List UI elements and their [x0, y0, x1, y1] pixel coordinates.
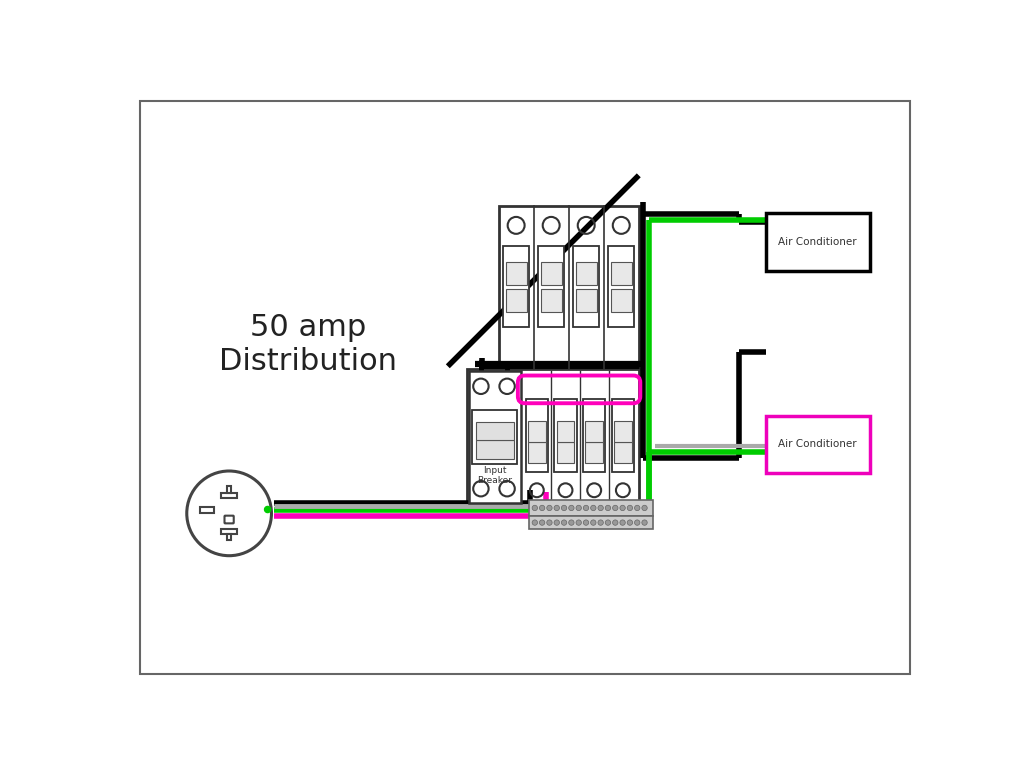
- FancyBboxPatch shape: [499, 206, 639, 369]
- Circle shape: [547, 505, 552, 511]
- FancyBboxPatch shape: [610, 262, 632, 285]
- FancyBboxPatch shape: [472, 410, 517, 464]
- FancyBboxPatch shape: [226, 486, 231, 492]
- Circle shape: [547, 520, 552, 525]
- FancyBboxPatch shape: [554, 399, 577, 472]
- FancyBboxPatch shape: [529, 515, 652, 528]
- FancyBboxPatch shape: [529, 500, 652, 515]
- Circle shape: [591, 505, 596, 511]
- FancyBboxPatch shape: [503, 247, 529, 327]
- Circle shape: [642, 520, 647, 525]
- FancyBboxPatch shape: [557, 442, 574, 462]
- Circle shape: [628, 505, 633, 511]
- FancyBboxPatch shape: [583, 399, 605, 472]
- FancyBboxPatch shape: [528, 421, 546, 442]
- FancyBboxPatch shape: [140, 101, 909, 674]
- Circle shape: [605, 505, 610, 511]
- FancyBboxPatch shape: [575, 262, 597, 285]
- Circle shape: [264, 506, 270, 512]
- FancyBboxPatch shape: [766, 415, 869, 473]
- Circle shape: [584, 520, 589, 525]
- Circle shape: [561, 520, 566, 525]
- FancyBboxPatch shape: [541, 262, 562, 285]
- Circle shape: [577, 520, 582, 525]
- FancyBboxPatch shape: [525, 399, 548, 472]
- FancyBboxPatch shape: [221, 492, 237, 498]
- FancyBboxPatch shape: [475, 422, 514, 440]
- Circle shape: [598, 505, 603, 511]
- FancyBboxPatch shape: [608, 247, 634, 327]
- Circle shape: [568, 520, 574, 525]
- FancyBboxPatch shape: [573, 247, 599, 327]
- Circle shape: [554, 505, 559, 511]
- FancyBboxPatch shape: [586, 442, 603, 462]
- FancyBboxPatch shape: [475, 440, 514, 458]
- Circle shape: [612, 520, 617, 525]
- FancyBboxPatch shape: [557, 421, 574, 442]
- FancyBboxPatch shape: [575, 290, 597, 313]
- FancyBboxPatch shape: [200, 507, 214, 512]
- Circle shape: [612, 505, 617, 511]
- FancyBboxPatch shape: [611, 399, 634, 472]
- Text: Input
Breaker: Input Breaker: [477, 466, 512, 485]
- Circle shape: [568, 505, 574, 511]
- Circle shape: [577, 505, 582, 511]
- Circle shape: [584, 505, 589, 511]
- Text: Air Conditioner: Air Conditioner: [778, 237, 857, 247]
- Circle shape: [605, 520, 610, 525]
- FancyBboxPatch shape: [528, 442, 546, 462]
- FancyBboxPatch shape: [506, 290, 526, 313]
- FancyBboxPatch shape: [614, 421, 632, 442]
- FancyBboxPatch shape: [506, 262, 526, 285]
- FancyBboxPatch shape: [224, 515, 233, 523]
- Circle shape: [532, 520, 538, 525]
- FancyBboxPatch shape: [614, 442, 632, 462]
- Text: Air Conditioner: Air Conditioner: [778, 439, 857, 449]
- FancyBboxPatch shape: [467, 369, 639, 504]
- Circle shape: [635, 520, 640, 525]
- FancyBboxPatch shape: [469, 371, 521, 502]
- Circle shape: [628, 520, 633, 525]
- Circle shape: [635, 505, 640, 511]
- Circle shape: [540, 505, 545, 511]
- Text: 50 amp
Distribution: 50 amp Distribution: [219, 313, 396, 376]
- Circle shape: [540, 520, 545, 525]
- Circle shape: [642, 505, 647, 511]
- Circle shape: [561, 505, 566, 511]
- FancyBboxPatch shape: [610, 290, 632, 313]
- FancyBboxPatch shape: [226, 534, 231, 541]
- Circle shape: [532, 505, 538, 511]
- Circle shape: [620, 505, 626, 511]
- FancyBboxPatch shape: [221, 528, 237, 534]
- FancyBboxPatch shape: [539, 247, 564, 327]
- FancyBboxPatch shape: [766, 213, 869, 271]
- Circle shape: [620, 520, 626, 525]
- Circle shape: [554, 520, 559, 525]
- FancyBboxPatch shape: [541, 290, 562, 313]
- FancyBboxPatch shape: [586, 421, 603, 442]
- Circle shape: [591, 520, 596, 525]
- Circle shape: [598, 520, 603, 525]
